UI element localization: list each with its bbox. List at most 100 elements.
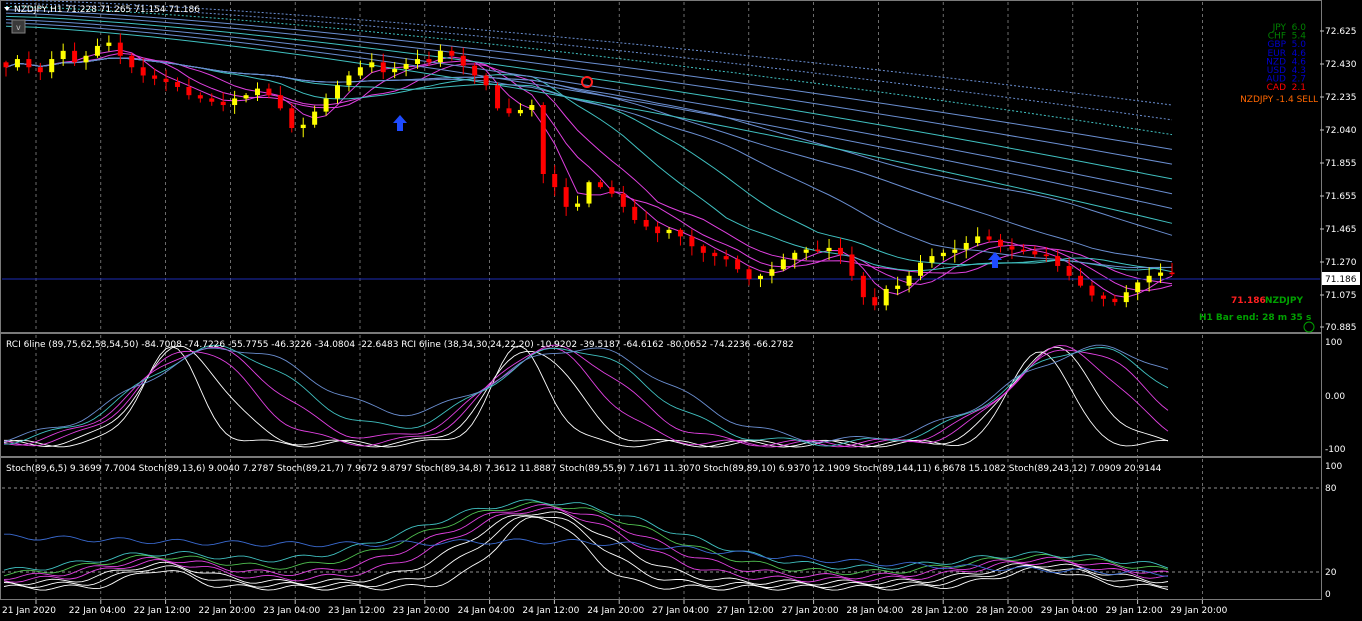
rci-panel[interactable] xyxy=(0,333,1322,457)
stoch-scale-label: 20 xyxy=(1325,568,1337,578)
candle-body xyxy=(449,50,455,56)
moving-average-line xyxy=(5,57,1173,271)
price-label: 71.655 xyxy=(1325,192,1357,202)
candle-body xyxy=(918,262,924,276)
candle-body xyxy=(83,55,89,63)
candle-body xyxy=(266,88,272,96)
candle-body xyxy=(1100,295,1106,299)
candle-body xyxy=(369,62,375,68)
candle-body xyxy=(826,247,832,252)
strength-currency: CAD xyxy=(1267,83,1286,93)
candle-body xyxy=(209,98,215,102)
rci-line xyxy=(3,344,1169,447)
strength-value: 2.7 xyxy=(1292,75,1306,85)
time-label: 24 Jan 04:00 xyxy=(458,606,515,616)
candle-body xyxy=(1055,256,1061,266)
candle-body xyxy=(220,101,226,106)
candle-body xyxy=(483,75,489,86)
candle-body xyxy=(460,55,466,66)
chart-title: NZDJPY,H1 71.228 71.265 71.154 71.186 xyxy=(14,5,200,15)
candle-body xyxy=(929,256,935,263)
stoch-line xyxy=(3,501,1169,577)
candle-body xyxy=(403,63,409,69)
stoch-line xyxy=(3,516,1169,591)
candles[interactable] xyxy=(3,33,1175,311)
candle-body xyxy=(940,252,946,257)
dropdown-arrow-icon[interactable] xyxy=(4,7,10,11)
current-price-tag xyxy=(1322,272,1360,285)
candle-body xyxy=(735,259,741,270)
candle-body xyxy=(883,288,889,306)
rci-scale-label: 0.00 xyxy=(1325,392,1345,402)
candle-body xyxy=(780,259,786,270)
candle-body xyxy=(1158,272,1164,276)
current-price-label: 71.186 xyxy=(1325,275,1357,285)
candle-body xyxy=(689,236,695,247)
candle-body xyxy=(792,252,798,260)
candle-body xyxy=(815,249,821,252)
candle-body xyxy=(26,59,32,68)
candle-body xyxy=(312,111,318,125)
strength-currency: USD xyxy=(1267,66,1286,76)
main-price-panel[interactable] xyxy=(0,0,1322,333)
time-label: 27 Jan 04:00 xyxy=(652,606,709,616)
candle-body xyxy=(94,45,100,56)
strength-value: 4.6 xyxy=(1292,57,1307,67)
candle-body xyxy=(769,269,775,276)
candle-body xyxy=(1043,254,1049,257)
rci-scale-label: 100 xyxy=(1325,338,1342,348)
candle-body xyxy=(426,59,432,63)
candle-body xyxy=(277,95,283,109)
price-label: 71.855 xyxy=(1325,159,1357,169)
moving-average-line xyxy=(5,57,1173,263)
stoch-label: Stoch(89,6,5) 9.3699 7.7004 Stoch(89,13,… xyxy=(6,464,1162,474)
rci-line xyxy=(4,345,1169,448)
candle-body xyxy=(700,246,706,253)
stoch-line xyxy=(4,533,1169,577)
stoch-line xyxy=(3,499,1169,571)
clock-icon xyxy=(1303,321,1315,333)
candle-body xyxy=(906,275,912,286)
candle-body xyxy=(1020,249,1026,252)
candle-body xyxy=(655,226,661,234)
candle-body xyxy=(335,85,341,99)
moving-average-line xyxy=(5,15,1173,180)
candle-body xyxy=(575,203,581,207)
time-label: 21 Jan 2020 xyxy=(2,606,56,616)
time-label: 22 Jan 04:00 xyxy=(69,606,126,616)
candle-body xyxy=(117,42,123,56)
candle-body xyxy=(563,187,569,207)
time-label: 24 Jan 20:00 xyxy=(587,606,644,616)
candle-body xyxy=(712,252,718,257)
time-label: 23 Jan 20:00 xyxy=(393,606,450,616)
rci-line xyxy=(3,345,1169,448)
moving-average-line xyxy=(5,6,1173,136)
candle-body xyxy=(1169,272,1175,275)
candle-body xyxy=(392,68,398,73)
moving-average-line xyxy=(5,57,1173,273)
time-label: 28 Jan 04:00 xyxy=(846,606,903,616)
strength-currency: JPY xyxy=(1272,23,1287,33)
candle-body xyxy=(300,124,306,129)
one-click-trading-button[interactable] xyxy=(11,19,26,34)
stoch-lines xyxy=(3,499,1169,591)
price-label: 72.430 xyxy=(1325,60,1357,70)
rci-line xyxy=(3,344,1169,443)
stoch-scale-label: 100 xyxy=(1325,462,1342,472)
time-label: 29 Jan 04:00 xyxy=(1041,606,1098,616)
time-label: 28 Jan 12:00 xyxy=(911,606,968,616)
candle-body xyxy=(346,75,352,86)
stoch-line xyxy=(3,511,1169,586)
candle-body xyxy=(517,109,523,114)
price-label: 70.885 xyxy=(1325,323,1357,333)
candle-body xyxy=(666,229,672,234)
moving-average-line xyxy=(5,2,1173,121)
candle-body xyxy=(357,67,363,76)
candle-body xyxy=(963,242,969,250)
stoch-panel[interactable] xyxy=(0,457,1322,600)
candle-body xyxy=(232,98,238,106)
moving-average-line xyxy=(5,57,1173,236)
buy-arrow-icon xyxy=(988,252,1002,268)
info-symbol: NZDJPY xyxy=(1265,296,1303,306)
strength-currency: GBP xyxy=(1267,40,1286,50)
